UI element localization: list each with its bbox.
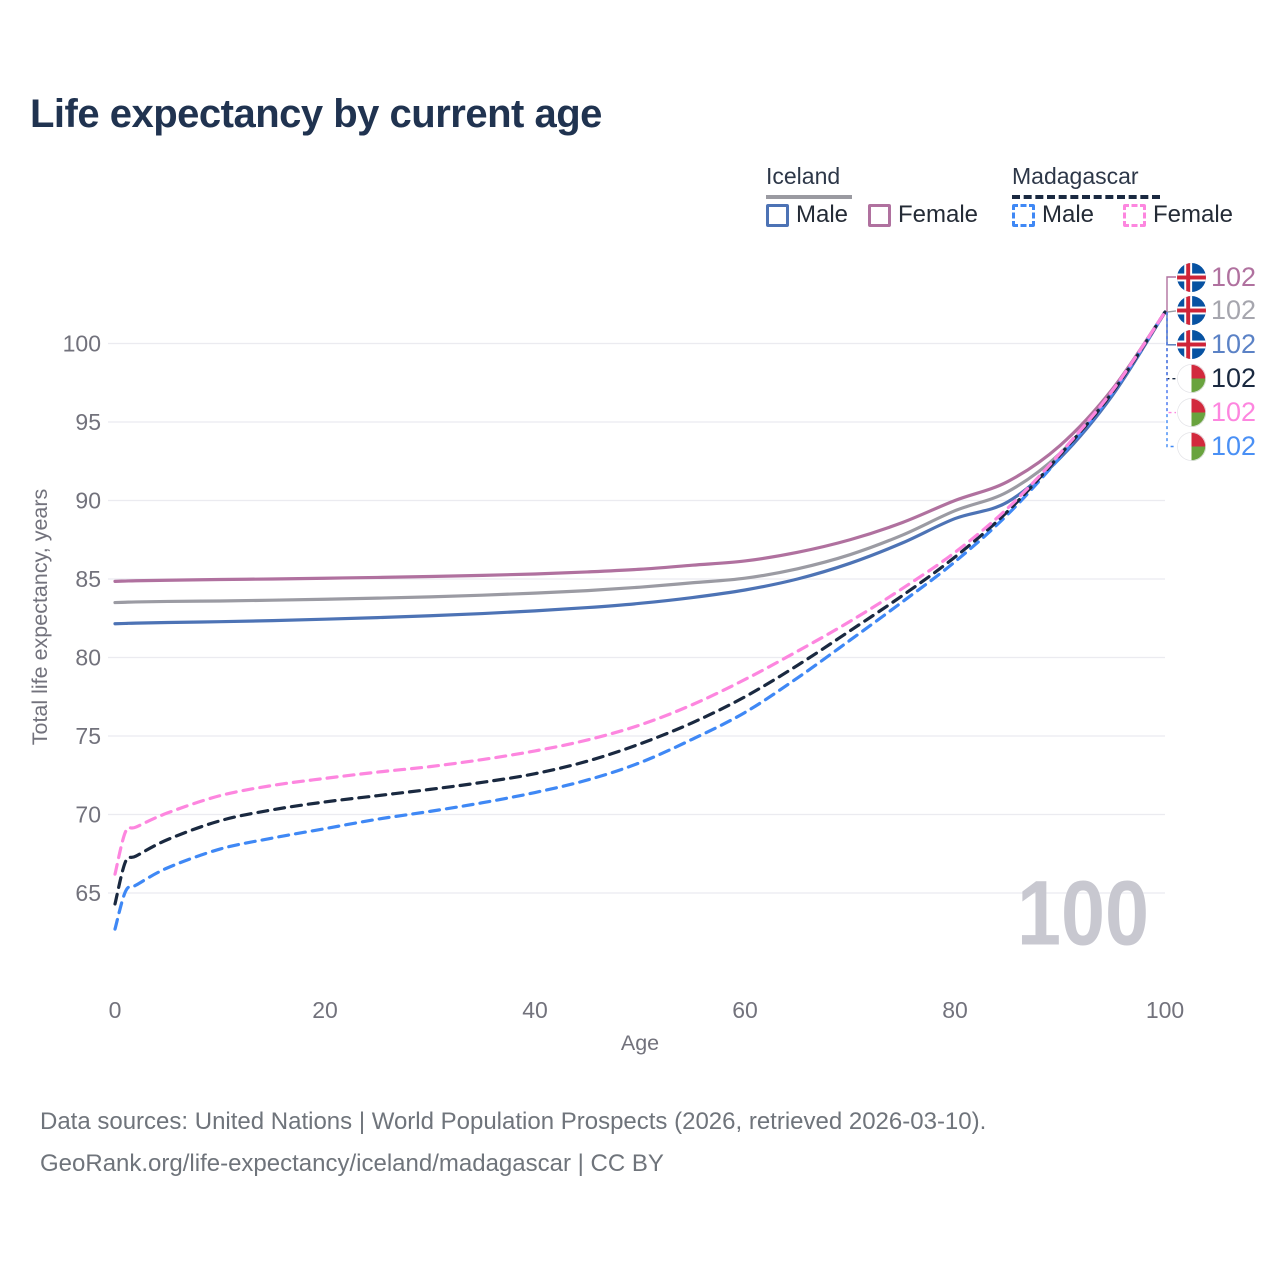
legend-label: Female [1153,201,1234,228]
legend-checkbox-madagascar-female[interactable] [1123,203,1146,227]
legend-underline-dashed [1012,195,1160,199]
madagascar-flag-icon [1177,398,1206,427]
x-tick-label: 60 [732,997,758,1023]
legend-country-madagascar[interactable]: Madagascar [1012,163,1139,189]
iceland-flag-icon [1177,263,1206,292]
x-tick-label: 20 [312,997,338,1023]
series-line-madagascar-both-sexes[interactable] [113,310,1167,906]
end-value: 102 [1211,363,1257,394]
legend-label: Male [1042,201,1095,228]
series-line-madagascar-male[interactable] [113,310,1167,931]
end-label-madagascar-male: 102 [1177,432,1256,461]
legend-underline-solid [766,195,852,199]
x-axis-title: Age [621,1031,659,1055]
x-tick-label: 100 [1146,997,1184,1023]
legend-label: Male [796,201,849,228]
end-label-leader-lines [1166,276,1177,448]
series-line-madagascar-female[interactable] [113,310,1167,876]
end-value: 102 [1211,295,1257,326]
legend-checkbox-iceland-female[interactable] [868,203,891,227]
y-tick-label: 65 [75,880,101,906]
current-age-watermark: 100 [1017,862,1149,965]
legend-checkbox-madagascar-male[interactable] [1012,203,1035,227]
legend-country-iceland[interactable]: Iceland [766,163,841,189]
legend-group-iceland: Iceland [766,163,852,199]
x-tick-label: 80 [942,997,968,1023]
iceland-flag-icon [1177,330,1206,359]
attribution-text: GeoRank.org/life-expectancy/iceland/mada… [40,1150,664,1177]
end-label-iceland-male: 102 [1177,330,1256,359]
end-value: 102 [1211,397,1257,428]
legend-item-iceland-female[interactable]: Female [868,201,978,229]
madagascar-flag-icon [1177,364,1206,393]
legend-item-madagascar-male[interactable]: Male [1012,201,1094,229]
series-line-iceland-female[interactable] [113,310,1167,583]
legend-group-madagascar: Madagascar [1012,163,1160,199]
page-title: Life expectancy by current age [30,92,602,136]
data-sources-text: Data sources: United Nations | World Pop… [40,1108,987,1135]
end-value: 102 [1211,431,1257,461]
end-label-iceland-female: 102 [1177,261,1257,292]
end-label-iceland-both-sexes: 102 [1177,296,1256,325]
legend-label: Female [898,201,979,228]
end-label-madagascar-female: 102 [1177,398,1256,427]
end-value: 102 [1211,261,1257,292]
x-tick-label: 40 [522,997,548,1023]
y-tick-label: 80 [75,645,101,671]
series-line-iceland-male[interactable] [113,310,1167,626]
legend-item-iceland-male[interactable]: Male [766,201,848,229]
end-value: 102 [1211,329,1257,360]
axis-ticks: 65 70 75 80 85 90 95 100 0 20 40 60 80 100 [63,331,1185,1024]
iceland-flag-icon [1177,296,1206,325]
series-line-iceland-both-sexes[interactable] [113,310,1167,605]
y-tick-label: 95 [75,409,101,435]
y-tick-label: 85 [75,566,101,592]
madagascar-flag-icon [1177,432,1206,461]
y-tick-label: 75 [75,723,101,749]
end-label-madagascar-both-sexes: 102 [1177,364,1256,393]
y-axis-title: Total life expectancy, years [28,489,52,746]
series-lines [113,310,1167,931]
legend-checkbox-iceland-male[interactable] [766,203,789,227]
y-tick-label: 70 [75,802,101,828]
x-tick-label: 0 [109,997,122,1023]
y-tick-label: 90 [75,488,101,514]
y-tick-label: 100 [63,331,101,357]
legend-item-madagascar-female[interactable]: Female [1123,201,1233,229]
